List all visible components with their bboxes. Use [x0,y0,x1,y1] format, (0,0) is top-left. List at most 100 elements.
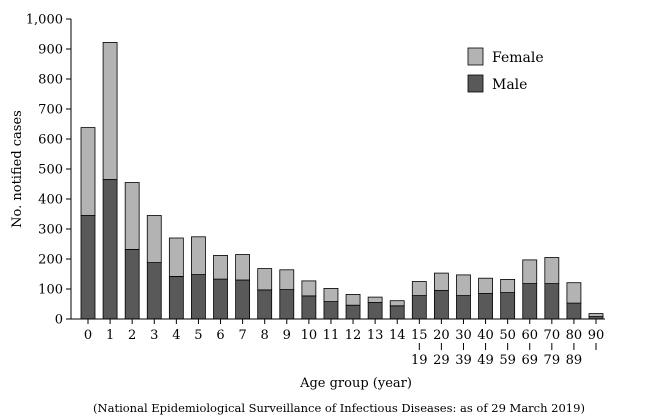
x-tick-label-upper: 89 [566,353,583,368]
x-tick-label: 4 [172,328,180,343]
bar-male-6 [213,278,228,320]
bar-female-14 [389,300,405,307]
y-tick-label: 500 [38,163,63,178]
x-tick-label: 80 [566,328,583,343]
bar-female-8 [257,268,273,291]
y-axis-title: No. notified cases [10,110,25,228]
bar-female-0 [80,127,96,216]
bar-female-20 [433,272,449,291]
bar-female-60 [522,259,538,284]
x-tick-label: 9 [283,328,291,343]
bar-female-4 [168,237,184,277]
bar-male-5 [191,274,206,320]
bar-female-15 [411,281,427,297]
x-tick-label-upper: 49 [477,353,494,368]
bar-male-20 [433,290,449,320]
x-tick-label-upper: 79 [544,353,561,368]
bar-female-5 [191,236,206,276]
x-tick-label-upper: 59 [499,353,516,368]
x-tick-label: 0 [84,328,92,343]
x-tick-label: 2 [128,328,136,343]
bar-male-80 [566,302,582,320]
bar-female-1 [102,42,118,180]
bar-female-30 [456,274,471,296]
bar-male-4 [168,275,184,320]
y-tick-label: 100 [38,283,63,298]
legend: Female Male [467,47,544,93]
x-tick-label-upper: 39 [455,353,472,368]
bar-male-0 [80,215,96,320]
bar-female-50 [500,278,516,293]
bar-male-30 [456,295,471,320]
x-tick-label: 8 [261,328,269,343]
x-tick-label: 10 [301,328,318,343]
bar-male-14 [389,305,405,320]
bars-group [80,42,604,320]
x-tick-label: 5 [194,328,202,343]
y-tick-label: 700 [38,103,63,118]
y-tick-label: 300 [38,223,63,238]
bar-male-40 [478,293,493,320]
bar-male-11 [323,301,339,320]
x-tick-label: 30 [455,328,472,343]
legend-swatch-female [467,47,484,66]
bar-female-11 [323,287,339,302]
bar-female-3 [146,215,162,263]
legend-swatch-male [467,74,484,93]
bar-male-3 [146,262,162,320]
y-tick-label: 200 [38,253,63,268]
x-tick-label: 60 [521,328,538,343]
y-tick-label: 900 [38,43,63,58]
y-tick-label: 1,000 [26,13,63,28]
x-tick-label: 40 [477,328,494,343]
x-tick-label: 3 [150,328,158,343]
bar-female-13 [367,296,383,303]
x-tick-label-upper: 29 [433,353,450,368]
x-tick-label-upper: 19 [411,353,428,368]
bar-female-9 [279,269,295,290]
bar-female-10 [301,280,317,297]
bar-male-70 [544,283,560,320]
x-tick-label: 15 [411,328,428,343]
x-tick-label: 12 [345,328,362,343]
x-tick-label: 14 [389,328,406,343]
bar-female-12 [345,293,361,306]
bar-male-2 [124,248,140,320]
x-tick-label: 70 [544,328,561,343]
y-tick-label: 600 [38,133,63,148]
x-tick-label: 7 [238,328,246,343]
bar-male-12 [345,304,361,320]
x-tick-label: 11 [323,328,340,343]
x-tick-label: 90 [588,328,605,343]
bar-female-7 [235,254,251,281]
y-tick-label: 800 [38,73,63,88]
x-tick-label: 13 [367,328,384,343]
bar-male-50 [500,292,516,320]
bar-female-80 [566,282,582,304]
legend-label-male: Male [492,77,527,93]
x-tick-label-upper: 69 [521,353,538,368]
bar-female-90 [588,313,604,318]
source-note: (National Epidemiological Surveillance o… [93,401,585,415]
bar-male-1 [102,179,118,320]
x-axis-title: Age group (year) [299,376,412,391]
x-tick-label: 1 [106,328,114,343]
bar-male-13 [367,302,383,320]
bar-female-40 [478,277,493,294]
legend-label-female: Female [492,50,544,66]
x-tick-label: 20 [433,328,450,343]
bar-male-10 [301,295,317,320]
bar-female-6 [213,254,228,280]
bar-male-8 [257,289,273,320]
x-tick-label: 6 [216,328,224,343]
bar-male-7 [235,279,251,320]
bar-male-9 [279,289,295,320]
y-tick-label: 400 [38,193,63,208]
bar-female-70 [544,257,560,285]
bar-female-2 [124,182,140,250]
bar-male-60 [522,283,538,320]
bar-male-15 [411,295,427,320]
x-tick-label: 50 [499,328,516,343]
